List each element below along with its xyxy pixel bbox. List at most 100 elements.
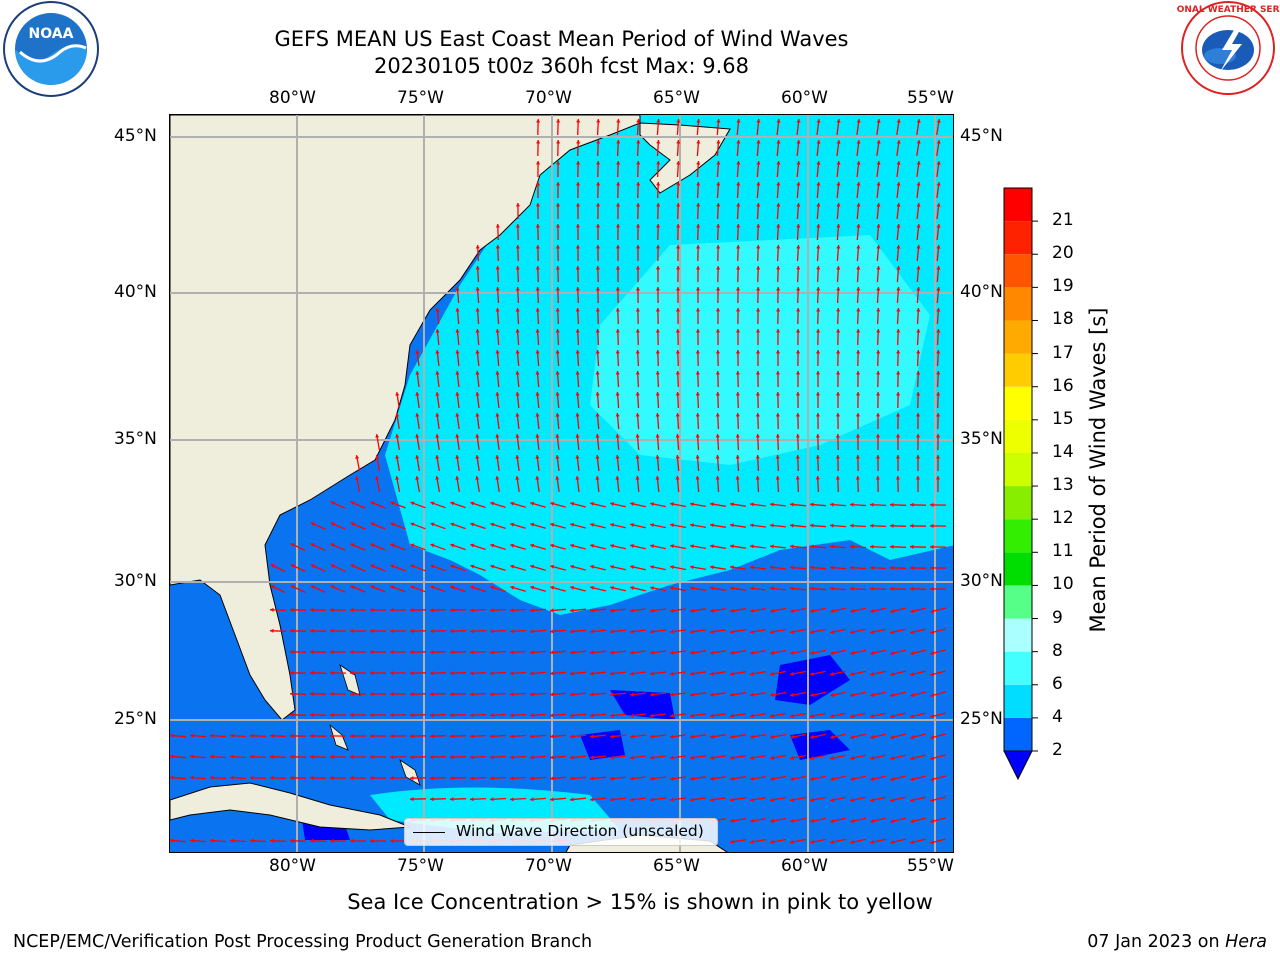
- wave-direction-arrowhead: [936, 266, 941, 270]
- colorbar: [1003, 187, 1038, 781]
- wave-direction-arrowhead: [930, 693, 935, 698]
- wave-direction-arrowhead: [230, 754, 234, 759]
- wave-direction-arrowhead: [530, 564, 535, 569]
- legend-label: Wind Wave Direction (unscaled): [456, 822, 704, 840]
- wave-direction-arrowhead: [616, 182, 621, 186]
- wave-direction-arrowhead: [415, 392, 420, 396]
- wave-direction-arrowhead: [555, 455, 560, 459]
- lat-label-right: 30°N: [960, 571, 1003, 591]
- wave-direction-arrowhead: [936, 392, 941, 396]
- wave-direction-arrowhead: [870, 544, 874, 549]
- wave-direction-arrowhead: [510, 608, 514, 613]
- wave-direction-arrowhead: [696, 161, 701, 165]
- wave-direction-arrowhead: [775, 350, 781, 354]
- wave-direction-arrowhead: [535, 203, 540, 207]
- wave-direction-arrowhead: [916, 224, 921, 228]
- wave-direction-arrowhead: [916, 350, 921, 354]
- wave-direction-arrowhead: [330, 775, 334, 780]
- lon-label-top: 65°W: [653, 88, 700, 108]
- colorbar-tick-label: 11: [1052, 541, 1074, 562]
- wave-direction-arrowhead: [876, 182, 881, 186]
- wave-direction-arrowhead: [616, 140, 621, 144]
- wave-direction-arrowhead: [330, 585, 335, 590]
- wave-direction-arrowhead: [635, 413, 640, 417]
- wave-direction-arrowhead: [530, 797, 534, 802]
- wave-direction-arrowhead: [535, 413, 540, 417]
- wave-direction-arrowhead: [936, 161, 941, 165]
- wave-direction-arrowhead: [736, 224, 741, 228]
- wave-direction-arrowhead: [650, 565, 654, 570]
- wave-direction-arrowhead: [796, 224, 801, 228]
- wave-direction-arrowhead: [590, 734, 594, 739]
- wave-direction-arrowhead: [730, 713, 734, 718]
- wave-direction-arrowhead: [470, 608, 474, 613]
- wave-direction-arrowhead: [655, 371, 660, 375]
- wave-direction-arrowhead: [455, 308, 460, 312]
- wave-direction-arrowhead: [930, 735, 935, 740]
- wave-direction-arrowhead: [696, 266, 701, 270]
- wave-direction-arrowhead: [310, 712, 314, 717]
- wave-direction-arrowhead: [710, 502, 714, 507]
- colorbar-segment: [1004, 419, 1032, 453]
- north-america-landmass: [170, 115, 641, 721]
- wave-direction-arrowhead: [290, 628, 294, 633]
- wave-direction-arrowhead: [790, 586, 794, 591]
- wave-direction-arrowhead: [776, 182, 781, 186]
- wave-direction-arrowhead: [690, 523, 694, 528]
- wave-direction-arrowhead: [836, 350, 841, 354]
- wave-direction-arrowhead: [550, 776, 554, 781]
- cuba-landmass: [170, 782, 411, 831]
- wave-direction-arrowhead: [395, 476, 400, 480]
- wave-direction-arrowhead: [750, 776, 754, 781]
- wave-direction-arrowhead: [656, 119, 661, 123]
- wave-direction-arrowhead: [890, 672, 894, 677]
- wave-direction-arrowhead: [535, 350, 540, 354]
- wave-direction-arrowhead: [936, 287, 941, 291]
- wave-direction-arrowhead: [710, 544, 714, 549]
- wave-direction-arrowhead: [570, 734, 574, 739]
- wave-direction-arrowhead: [290, 564, 295, 568]
- wave-direction-arrowhead: [610, 629, 614, 634]
- wave-direction-arrowhead: [736, 119, 741, 123]
- wave-direction-arrowhead: [610, 755, 614, 760]
- wave-direction-arrowhead: [576, 203, 581, 207]
- wave-direction-arrowhead: [330, 628, 334, 633]
- wave-direction-arrowhead: [410, 650, 414, 655]
- wave-direction-arrowhead: [676, 140, 681, 144]
- wave-direction-arrowhead: [655, 329, 660, 333]
- wave-direction-arrowhead: [555, 392, 560, 396]
- wave-direction-arrowhead: [770, 755, 774, 760]
- wave-direction-arrowhead: [330, 649, 334, 654]
- wave-direction-arrowhead: [730, 755, 734, 760]
- wave-direction-arrowhead: [610, 523, 614, 527]
- wave-direction-arrowhead: [736, 266, 741, 270]
- colorbar-segment: [1004, 452, 1032, 487]
- wave-direction-arrowhead: [695, 455, 700, 459]
- wave-direction-arrowhead: [850, 523, 854, 528]
- wave-direction-arrowhead: [876, 392, 881, 396]
- wave-direction-arrowhead: [435, 329, 440, 333]
- wave-direction-arrowhead: [310, 691, 314, 696]
- wave-direction-arrowhead: [350, 691, 354, 696]
- wave-direction-arrowhead: [390, 629, 394, 634]
- wave-direction-arrowhead: [615, 308, 620, 312]
- wave-direction-arrowhead: [795, 371, 801, 375]
- wave-direction-arrowhead: [495, 224, 500, 228]
- wave-direction-arrowhead: [815, 392, 820, 396]
- wave-direction-arrowhead: [756, 161, 761, 165]
- svg-text:NOAA: NOAA: [29, 26, 74, 42]
- wave-direction-arrowhead: [816, 182, 821, 186]
- wave-direction-arrowhead: [475, 245, 480, 249]
- wave-direction-arrowhead: [830, 671, 834, 676]
- colorbar-tick-label: 8: [1052, 640, 1063, 661]
- wave-direction-arrowhead: [750, 523, 754, 528]
- wave-direction-arrowhead: [250, 775, 254, 780]
- wave-direction-arrowhead: [656, 140, 661, 144]
- wave-direction-arrowhead: [830, 608, 834, 613]
- wave-direction-arrowhead: [470, 797, 474, 802]
- wave-direction-arrowhead: [750, 818, 754, 823]
- wave-direction-arrowhead: [596, 161, 601, 165]
- wave-direction-arrowhead: [510, 650, 514, 655]
- wave-direction-arrowhead: [475, 434, 480, 438]
- wave-direction-arrowhead: [590, 564, 594, 569]
